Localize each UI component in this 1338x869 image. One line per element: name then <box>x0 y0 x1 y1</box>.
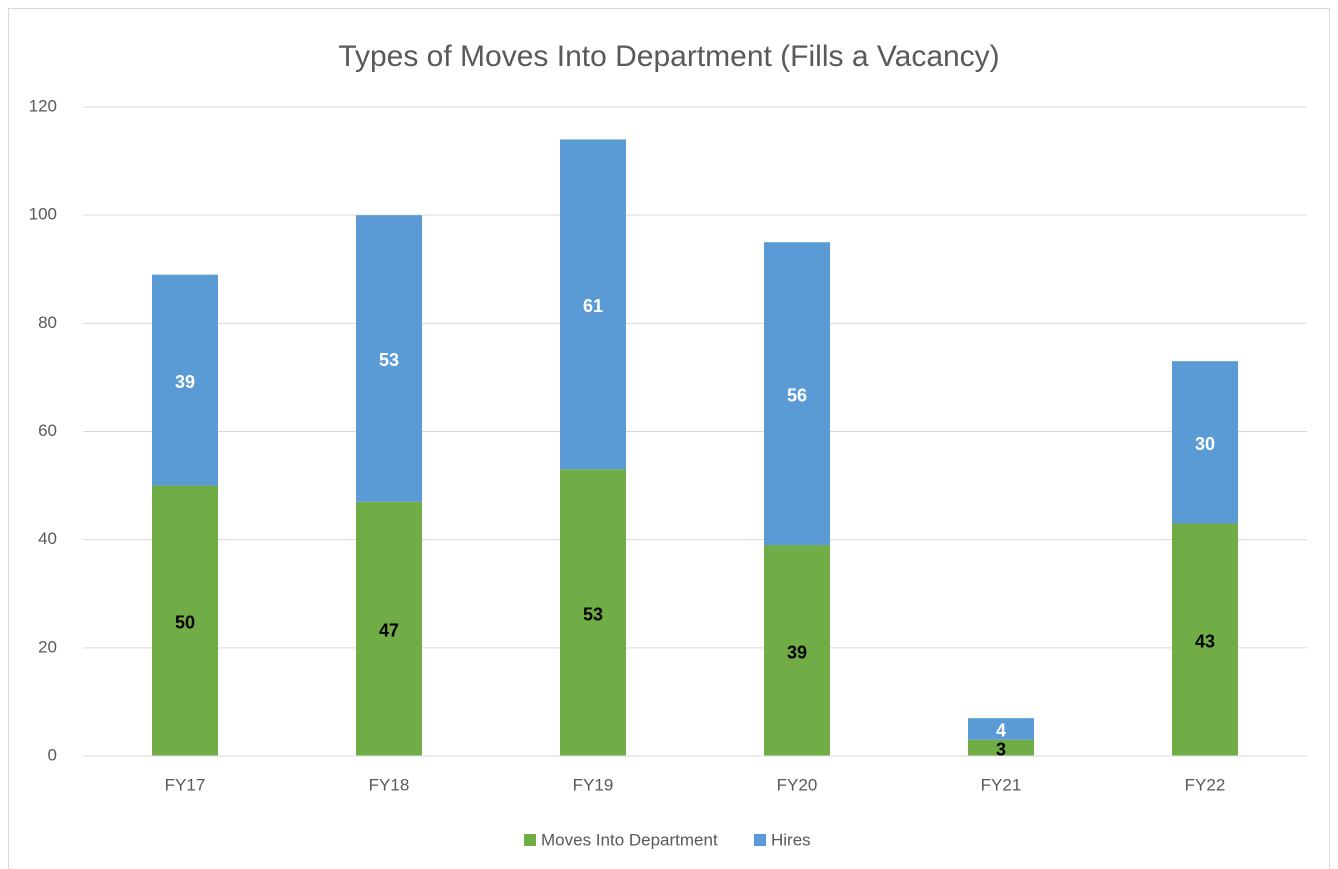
legend-swatch <box>754 834 766 846</box>
bar-segment <box>968 718 1034 740</box>
y-tick-label: 60 <box>38 421 57 440</box>
x-tick-label: FY18 <box>369 775 410 794</box>
x-tick-label: FY20 <box>777 775 818 794</box>
bar-segment <box>356 215 422 502</box>
data-label: 39 <box>175 372 195 392</box>
data-label: 56 <box>787 385 807 405</box>
bar-segment <box>152 485 218 756</box>
bar-segment <box>968 739 1034 756</box>
bar-segment <box>560 469 626 756</box>
bar-segment <box>764 545 830 756</box>
x-tick-label: FY17 <box>165 775 206 794</box>
data-label: 3 <box>996 740 1006 760</box>
bar-segment <box>356 501 422 756</box>
bar-segment <box>1172 361 1238 524</box>
y-tick-label: 100 <box>29 205 57 224</box>
y-tick-label: 0 <box>48 745 57 764</box>
x-tick-label: FY22 <box>1185 775 1226 794</box>
chart-title: Types of Moves Into Department (Fills a … <box>338 40 999 73</box>
y-tick-label: 80 <box>38 313 57 332</box>
data-label: 50 <box>175 613 195 633</box>
bar-segment <box>152 274 218 486</box>
y-tick-label: 120 <box>29 96 57 115</box>
bar-segment <box>764 242 830 546</box>
y-tick-label: 40 <box>38 529 57 548</box>
data-label: 61 <box>583 296 603 316</box>
data-label: 39 <box>787 642 807 662</box>
chart-border <box>8 8 1330 869</box>
legend-label: Hires <box>771 830 811 849</box>
data-label: 4 <box>996 721 1006 741</box>
data-label: 53 <box>583 604 603 624</box>
data-label: 47 <box>379 621 399 641</box>
legend-swatch <box>524 834 536 846</box>
data-label: 53 <box>379 350 399 370</box>
x-tick-label: FY19 <box>573 775 614 794</box>
x-tick-label: FY21 <box>981 775 1022 794</box>
bar-segment <box>560 139 626 470</box>
y-tick-label: 20 <box>38 637 57 656</box>
bar-segment <box>1172 523 1238 756</box>
legend-label: Moves Into Department <box>541 830 718 849</box>
data-label: 43 <box>1195 631 1215 651</box>
data-label: 30 <box>1195 434 1215 454</box>
